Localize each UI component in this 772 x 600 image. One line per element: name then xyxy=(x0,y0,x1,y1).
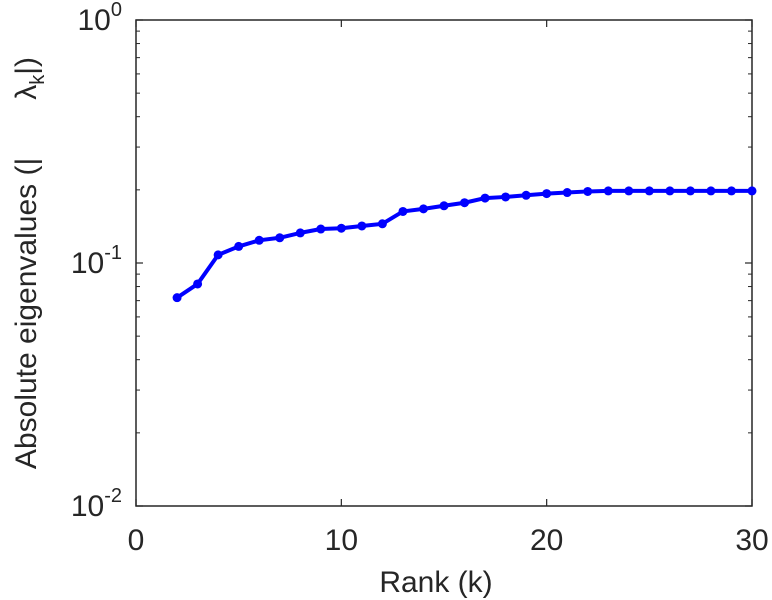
tick-marks xyxy=(135,19,753,507)
y-tick-label: 100 xyxy=(78,0,123,37)
x-tick-label: 0 xyxy=(128,524,145,557)
data-point xyxy=(439,201,449,211)
data-point xyxy=(172,293,182,303)
data-point xyxy=(213,250,223,260)
data-point xyxy=(644,186,654,196)
data-point xyxy=(254,235,264,245)
data-point xyxy=(398,206,408,216)
data-point xyxy=(357,221,367,231)
svg-text:Absolute eigenvalues (|λk|): Absolute eigenvalues (| λk|) xyxy=(10,57,49,469)
series-layer xyxy=(172,186,757,303)
plot-axes xyxy=(135,19,753,507)
data-point xyxy=(275,233,285,243)
data-point xyxy=(706,186,716,196)
data-point xyxy=(193,279,203,289)
data-point xyxy=(316,224,326,234)
data-point xyxy=(726,186,736,196)
data-point xyxy=(685,186,695,196)
y-axis-title-suffix: |) xyxy=(10,57,43,75)
x-axis-title: Rank (k) xyxy=(379,566,492,599)
data-point xyxy=(583,186,593,196)
x-tick-label: 30 xyxy=(735,524,768,557)
data-point xyxy=(542,189,552,199)
tick-labels: 0 10 20 30 100 10-1 10-2 xyxy=(71,0,769,557)
data-point xyxy=(336,223,346,233)
data-point xyxy=(521,190,531,200)
plot-frame xyxy=(135,19,753,507)
y-tick-label: 10-2 xyxy=(71,485,122,523)
data-point xyxy=(418,204,428,214)
data-point xyxy=(624,186,634,196)
y-axis-title-prefix: Absolute eigenvalues (| xyxy=(10,158,43,469)
y-axis-title-subscript: k xyxy=(27,74,49,85)
y-axis-title-symbol: λ xyxy=(10,85,43,100)
data-point xyxy=(295,228,305,238)
data-point xyxy=(377,219,387,229)
data-point xyxy=(562,188,572,198)
data-point xyxy=(501,192,511,202)
x-tick-label: 10 xyxy=(325,524,358,557)
data-point xyxy=(665,186,675,196)
y-tick-label: 10-1 xyxy=(71,242,122,280)
data-point xyxy=(234,241,244,251)
data-point xyxy=(747,186,757,196)
data-point xyxy=(480,193,490,203)
data-point xyxy=(603,186,613,196)
x-tick-label: 20 xyxy=(530,524,563,557)
y-axis-title: Absolute eigenvalues (| λk|) xyxy=(10,57,49,469)
data-point xyxy=(460,198,470,208)
